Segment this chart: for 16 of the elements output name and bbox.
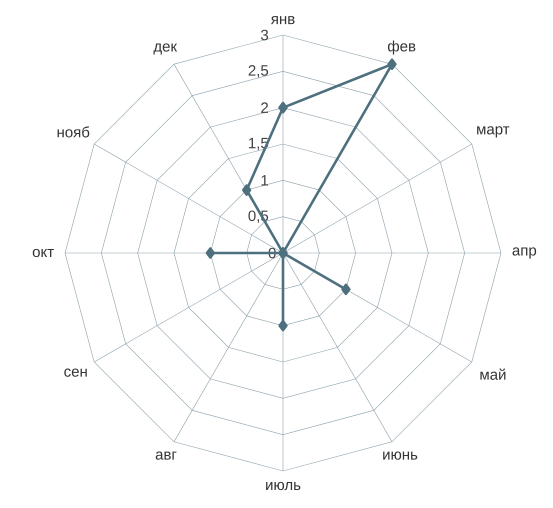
spoke-label: окт [32, 248, 54, 258]
y-tick-label: 2 [261, 102, 268, 113]
spoke-label: авг [156, 452, 176, 460]
spoke-label: янв [270, 16, 295, 24]
spoke-label: нояб [58, 126, 90, 138]
y-tick-label: 3 [260, 30, 268, 40]
spoke-label: июль [266, 482, 300, 490]
spoke-label: фев [388, 40, 416, 54]
y-tick-label: 1 [262, 175, 268, 186]
spoke-label: апр [512, 247, 536, 259]
spoke-label: июнь [383, 452, 418, 460]
spoke-label: сен [64, 368, 87, 377]
spoke-label: март [477, 126, 510, 138]
spoke-label: дек [153, 43, 178, 54]
spoke-label: май [480, 368, 506, 380]
y-tick-label: 2,5 [248, 65, 268, 78]
